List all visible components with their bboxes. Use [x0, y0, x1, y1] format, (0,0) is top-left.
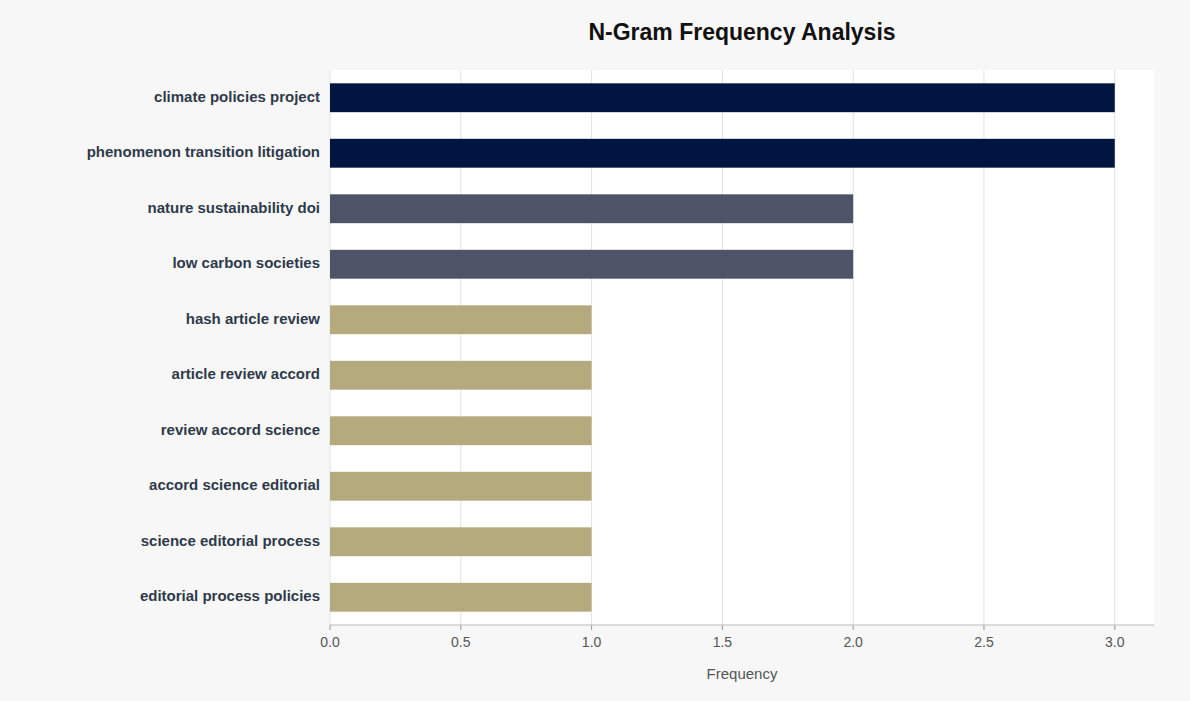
- chart-container: 0.0 0.5 1.0 1.5 2.0 2.5 3.0 editorial process p…: [0, 0, 1190, 701]
- tick-label: 2.0: [843, 634, 863, 650]
- tick-label: 0.0: [320, 634, 340, 650]
- category-label: hash article review: [186, 310, 321, 327]
- tick-label: 2.5: [974, 634, 994, 650]
- tick-mark: [330, 625, 331, 630]
- category-label: editorial process policies: [140, 587, 320, 604]
- bar: [330, 361, 592, 390]
- bar: [330, 305, 592, 334]
- x-ticks: 0.0 0.5 1.0 1.5 2.0 2.5 3.0: [320, 625, 1124, 650]
- bar: [330, 83, 1115, 112]
- x-axis-title: Frequency: [707, 665, 778, 682]
- bar: [330, 527, 592, 556]
- y-labels: editorial process policies science editor…: [87, 88, 321, 605]
- bars: [330, 83, 1115, 611]
- category-label: climate policies project: [154, 88, 320, 105]
- category-label: science editorial process: [141, 532, 320, 549]
- tick-label: 3.0: [1105, 634, 1125, 650]
- bar: [330, 250, 853, 279]
- tick-label: 1.5: [713, 634, 733, 650]
- chart-svg: 0.0 0.5 1.0 1.5 2.0 2.5 3.0 editorial process p…: [0, 0, 1190, 701]
- bar: [330, 416, 592, 445]
- plot-background: [330, 70, 1154, 625]
- chart-title: N-Gram Frequency Analysis: [588, 19, 895, 45]
- tick-mark: [1114, 625, 1115, 630]
- category-label: article review accord: [172, 365, 320, 382]
- category-label: nature sustainability doi: [147, 199, 320, 216]
- tick-label: 0.5: [451, 634, 471, 650]
- category-label: phenomenon transition litigation: [87, 143, 320, 160]
- tick-mark: [983, 625, 984, 630]
- x-axis-line: [330, 625, 1154, 626]
- bar: [330, 583, 592, 612]
- category-label: review accord science: [161, 421, 320, 438]
- category-label: accord science editorial: [149, 476, 320, 493]
- bar: [330, 472, 592, 501]
- tick-mark: [460, 625, 461, 630]
- bar: [330, 194, 853, 223]
- tick-mark: [853, 625, 854, 630]
- grid: [330, 70, 1115, 625]
- bar: [330, 139, 1115, 168]
- tick-label: 1.0: [582, 634, 602, 650]
- tick-mark: [722, 625, 723, 630]
- category-label: low carbon societies: [172, 254, 320, 271]
- tick-mark: [591, 625, 592, 630]
